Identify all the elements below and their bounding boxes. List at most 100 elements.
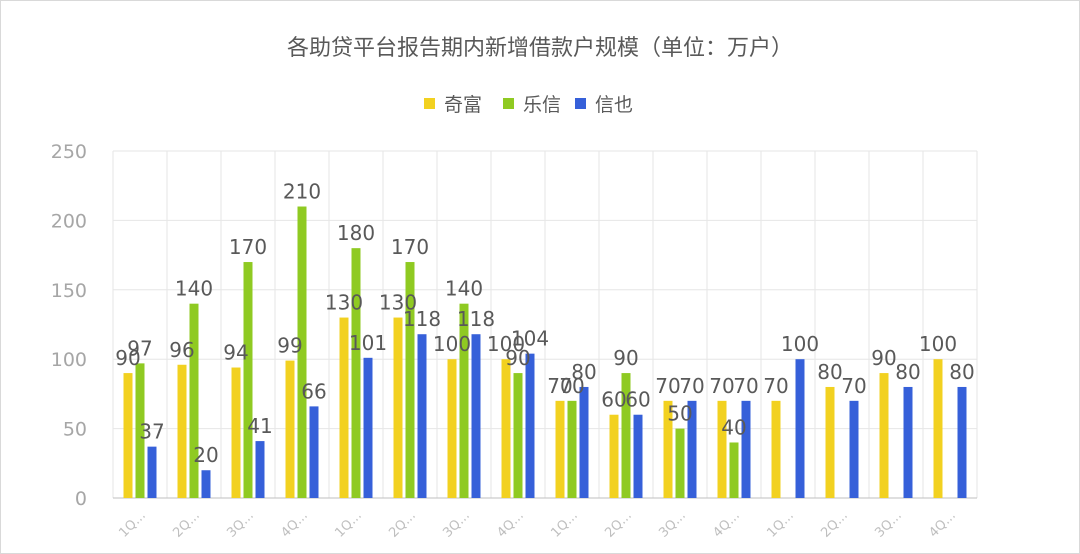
bars xyxy=(123,206,967,498)
data-label: 100 xyxy=(781,332,819,356)
data-label: 70 xyxy=(559,374,584,398)
y-axis: 0 50 100 150 200 250 xyxy=(51,141,87,510)
data-label: 99 xyxy=(277,334,302,358)
data-label: 140 xyxy=(175,277,213,301)
data-label: 60 xyxy=(601,388,626,412)
data-label: 70 xyxy=(547,374,572,398)
bar xyxy=(663,400,673,498)
data-label: 180 xyxy=(337,221,375,245)
y-tick-label: 0 xyxy=(75,488,87,510)
x-tick-label: 1Q... xyxy=(548,508,580,540)
data-label: 90 xyxy=(871,346,896,370)
bar xyxy=(417,334,427,498)
data-label: 70 xyxy=(655,374,680,398)
bar xyxy=(123,373,133,498)
bar xyxy=(687,400,697,498)
bar xyxy=(393,317,403,498)
bar xyxy=(849,400,859,498)
bar xyxy=(189,303,199,498)
data-label: 100 xyxy=(919,332,957,356)
legend-swatch xyxy=(575,98,586,109)
data-label: 70 xyxy=(733,374,758,398)
bar xyxy=(471,334,481,498)
bar xyxy=(231,367,241,498)
x-tick-label: 2Q... xyxy=(818,508,850,540)
x-tick-label: 4Q... xyxy=(278,508,310,540)
bar xyxy=(351,248,361,498)
x-tick-label: 2Q... xyxy=(386,508,418,540)
data-label: 118 xyxy=(457,307,495,331)
x-tick-label: 4Q... xyxy=(926,508,958,540)
bar xyxy=(501,359,511,498)
data-label: 50 xyxy=(667,402,692,426)
data-label: 80 xyxy=(571,360,596,384)
data-label: 70 xyxy=(841,374,866,398)
bar xyxy=(177,364,187,498)
data-label: 170 xyxy=(391,235,429,259)
bar xyxy=(579,386,589,498)
y-tick-label: 250 xyxy=(51,141,87,163)
data-label: 70 xyxy=(763,374,788,398)
x-tick-label: 4Q... xyxy=(494,508,526,540)
bar xyxy=(243,262,253,498)
data-label: 96 xyxy=(169,338,194,362)
data-label: 20 xyxy=(193,443,218,467)
bar xyxy=(879,373,889,498)
bar xyxy=(405,262,415,498)
legend-label: 乐信 xyxy=(523,94,561,116)
bar xyxy=(201,470,211,498)
data-label: 37 xyxy=(139,420,164,444)
bar xyxy=(309,406,319,498)
y-tick-label: 200 xyxy=(51,210,87,232)
bar xyxy=(621,373,631,498)
x-tick-label: 1Q... xyxy=(764,508,796,540)
bar xyxy=(339,317,349,498)
x-tick-label: 3Q... xyxy=(224,508,256,540)
bar xyxy=(135,363,145,498)
data-label: 70 xyxy=(679,374,704,398)
bar xyxy=(903,386,913,498)
x-tick-label: 1Q... xyxy=(332,508,364,540)
x-tick-label: 3Q... xyxy=(872,508,904,540)
bar xyxy=(825,386,835,498)
data-label: 41 xyxy=(247,414,272,438)
bar xyxy=(285,360,295,498)
chart-title: 各助贷平台报告期内新增借款户规模（单位：万户） xyxy=(287,36,793,61)
bar xyxy=(513,373,523,498)
legend: 奇富 乐信 信也 xyxy=(424,94,633,116)
x-tick-label: 1Q... xyxy=(116,508,148,540)
x-tick-label: 3Q... xyxy=(440,508,472,540)
x-tick-label: 4Q... xyxy=(710,508,742,540)
y-tick-label: 100 xyxy=(51,349,87,371)
x-tick-label: 2Q... xyxy=(602,508,634,540)
data-label: 130 xyxy=(325,291,363,315)
legend-swatch xyxy=(424,98,435,109)
bar xyxy=(741,400,751,498)
bar xyxy=(567,400,577,498)
x-tick-label: 2Q... xyxy=(170,508,202,540)
data-label: 104 xyxy=(511,327,549,351)
bar xyxy=(675,428,685,498)
data-label: 170 xyxy=(229,235,267,259)
bar xyxy=(717,400,727,498)
data-label: 70 xyxy=(709,374,734,398)
bar xyxy=(297,206,307,498)
bar xyxy=(363,357,373,498)
data-label: 66 xyxy=(301,379,326,403)
bar xyxy=(957,386,967,498)
x-tick-label: 3Q... xyxy=(656,508,688,540)
bar xyxy=(525,353,535,498)
data-label: 80 xyxy=(895,360,920,384)
data-label: 90 xyxy=(505,346,530,370)
data-label: 100 xyxy=(487,332,525,356)
bar xyxy=(771,400,781,498)
bar xyxy=(255,441,265,498)
data-label: 60 xyxy=(625,388,650,412)
data-label: 40 xyxy=(721,415,746,439)
legend-label: 信也 xyxy=(595,94,633,116)
data-label: 90 xyxy=(115,346,140,370)
data-label: 130 xyxy=(379,291,417,315)
x-axis: 1Q... 2Q... 3Q... 4Q... 1Q... 2Q... 3Q... 4Q...… xyxy=(116,508,958,540)
